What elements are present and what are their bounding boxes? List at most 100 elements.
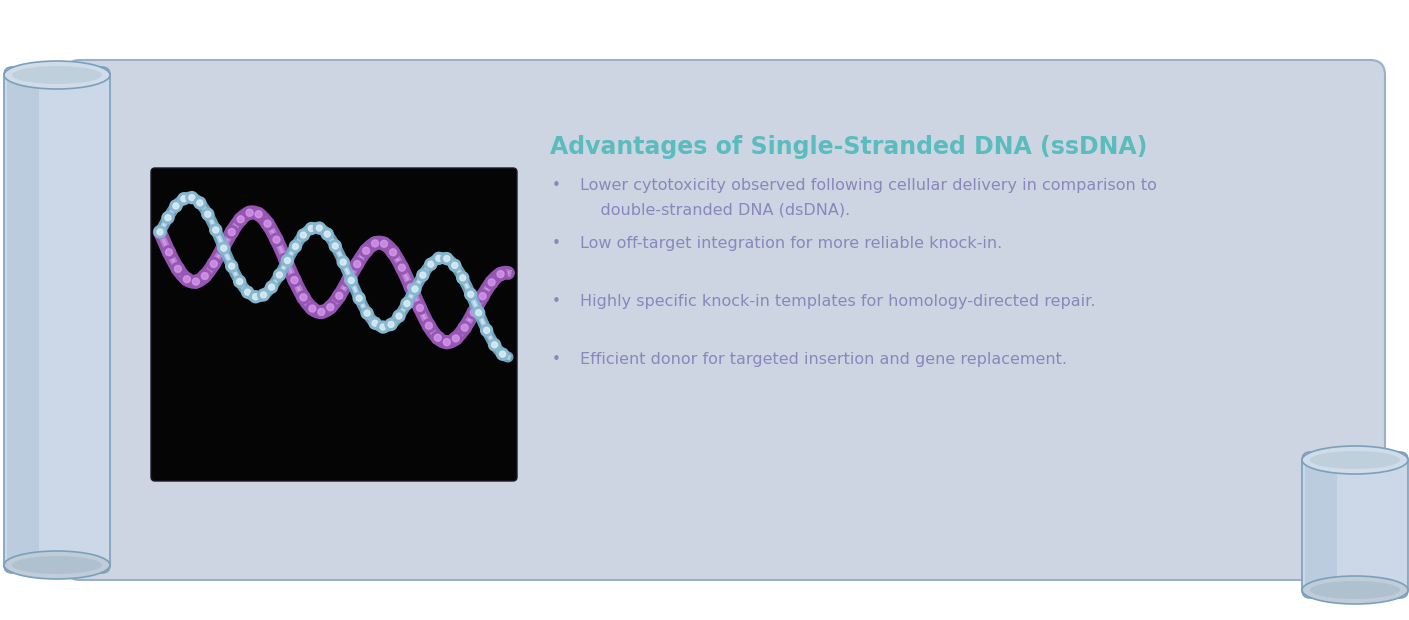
Circle shape bbox=[165, 249, 172, 255]
Circle shape bbox=[354, 292, 365, 304]
Circle shape bbox=[465, 288, 476, 300]
Circle shape bbox=[417, 304, 423, 311]
Circle shape bbox=[434, 334, 441, 341]
Circle shape bbox=[216, 242, 230, 255]
Circle shape bbox=[297, 229, 310, 241]
Circle shape bbox=[249, 291, 262, 303]
Circle shape bbox=[396, 313, 402, 319]
Circle shape bbox=[479, 293, 486, 299]
Circle shape bbox=[289, 241, 302, 252]
Circle shape bbox=[444, 255, 449, 262]
Circle shape bbox=[372, 320, 378, 326]
Circle shape bbox=[263, 220, 271, 227]
Circle shape bbox=[337, 256, 349, 268]
Circle shape bbox=[154, 226, 166, 238]
Circle shape bbox=[290, 277, 297, 283]
Circle shape bbox=[276, 272, 282, 278]
Circle shape bbox=[180, 196, 187, 202]
Circle shape bbox=[228, 229, 235, 236]
Circle shape bbox=[178, 193, 190, 205]
Circle shape bbox=[333, 290, 345, 303]
Circle shape bbox=[154, 226, 166, 239]
Circle shape bbox=[444, 339, 451, 346]
Text: •: • bbox=[552, 352, 561, 367]
Circle shape bbox=[409, 283, 421, 295]
Circle shape bbox=[300, 232, 306, 238]
Circle shape bbox=[282, 255, 293, 267]
Ellipse shape bbox=[13, 556, 101, 574]
Circle shape bbox=[342, 274, 355, 287]
Circle shape bbox=[306, 302, 318, 315]
Circle shape bbox=[426, 322, 433, 329]
Circle shape bbox=[431, 331, 444, 344]
Circle shape bbox=[351, 257, 364, 270]
Circle shape bbox=[309, 226, 314, 231]
Text: •: • bbox=[552, 236, 561, 251]
Circle shape bbox=[316, 225, 323, 231]
Circle shape bbox=[420, 272, 426, 278]
Circle shape bbox=[210, 260, 217, 267]
Circle shape bbox=[340, 259, 347, 265]
Text: Advantages of Single-Stranded DNA (ssDNA): Advantages of Single-Stranded DNA (ssDNA… bbox=[550, 135, 1147, 159]
Circle shape bbox=[170, 200, 182, 212]
Ellipse shape bbox=[4, 61, 110, 89]
Circle shape bbox=[423, 319, 435, 332]
Circle shape bbox=[189, 275, 203, 288]
Circle shape bbox=[452, 335, 459, 342]
Circle shape bbox=[385, 319, 397, 330]
Circle shape bbox=[306, 223, 317, 234]
Circle shape bbox=[364, 310, 371, 316]
FancyBboxPatch shape bbox=[7, 70, 39, 570]
Circle shape bbox=[244, 206, 256, 219]
Circle shape bbox=[252, 294, 259, 300]
Circle shape bbox=[228, 263, 235, 269]
Circle shape bbox=[225, 226, 238, 239]
Circle shape bbox=[372, 240, 379, 247]
Circle shape bbox=[241, 286, 254, 298]
Text: •: • bbox=[552, 178, 561, 193]
Circle shape bbox=[428, 261, 434, 267]
Text: Low off-target integration for more reliable knock-in.: Low off-target integration for more reli… bbox=[581, 236, 1002, 251]
Circle shape bbox=[488, 279, 495, 286]
Circle shape bbox=[234, 213, 247, 226]
Circle shape bbox=[389, 249, 396, 256]
Circle shape bbox=[433, 252, 445, 264]
Circle shape bbox=[378, 321, 389, 333]
Circle shape bbox=[273, 236, 280, 243]
Circle shape bbox=[199, 270, 211, 283]
Circle shape bbox=[180, 273, 193, 286]
Ellipse shape bbox=[1310, 581, 1401, 599]
Circle shape bbox=[396, 261, 409, 274]
Circle shape bbox=[189, 195, 194, 201]
Circle shape bbox=[485, 276, 497, 289]
Circle shape bbox=[404, 281, 417, 294]
Circle shape bbox=[435, 255, 442, 261]
Circle shape bbox=[220, 245, 227, 252]
Circle shape bbox=[452, 262, 458, 268]
Circle shape bbox=[492, 342, 497, 348]
Circle shape bbox=[387, 321, 395, 327]
Text: Highly specific knock-in templates for homology-directed repair.: Highly specific knock-in templates for h… bbox=[581, 294, 1096, 309]
FancyBboxPatch shape bbox=[1302, 452, 1408, 598]
Circle shape bbox=[156, 229, 163, 235]
Circle shape bbox=[175, 265, 182, 272]
Circle shape bbox=[369, 317, 380, 329]
Circle shape bbox=[313, 222, 325, 234]
FancyBboxPatch shape bbox=[151, 168, 517, 481]
Circle shape bbox=[399, 264, 406, 271]
Circle shape bbox=[197, 200, 203, 206]
FancyBboxPatch shape bbox=[4, 67, 110, 573]
Circle shape bbox=[495, 268, 507, 281]
Circle shape bbox=[378, 237, 390, 250]
Circle shape bbox=[172, 262, 185, 275]
Circle shape bbox=[345, 277, 352, 284]
Circle shape bbox=[156, 229, 163, 236]
Circle shape bbox=[247, 210, 254, 216]
Circle shape bbox=[300, 294, 307, 301]
Circle shape bbox=[162, 246, 176, 259]
Circle shape bbox=[468, 306, 480, 319]
Circle shape bbox=[173, 203, 179, 209]
Circle shape bbox=[285, 257, 290, 264]
Text: Efficient donor for targeted insertion and gene replacement.: Efficient donor for targeted insertion a… bbox=[581, 352, 1067, 367]
Circle shape bbox=[471, 309, 478, 316]
